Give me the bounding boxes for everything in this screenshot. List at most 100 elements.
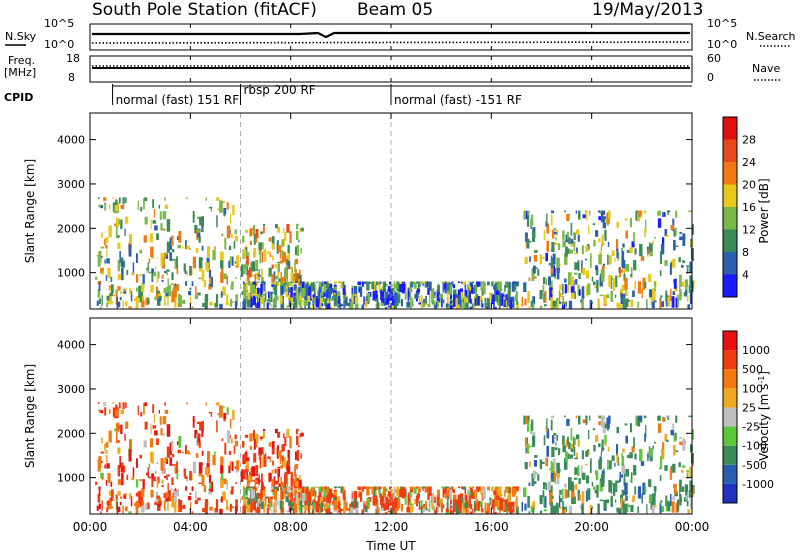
echo-cell bbox=[531, 419, 534, 431]
echo-cell bbox=[475, 294, 478, 300]
echo-cell bbox=[608, 415, 611, 424]
freq-label-1: Freq. bbox=[8, 54, 35, 67]
echo-cell bbox=[191, 268, 193, 276]
echo-cell bbox=[171, 259, 175, 261]
echo-cell bbox=[545, 252, 548, 262]
echo-cell bbox=[556, 462, 560, 476]
echo-cell bbox=[283, 486, 286, 488]
echo-cell bbox=[409, 486, 414, 490]
echo-cell bbox=[259, 251, 261, 264]
echo-cell bbox=[500, 498, 503, 511]
echo-cell bbox=[618, 303, 622, 309]
echo-cell bbox=[673, 435, 676, 442]
echo-cell bbox=[423, 503, 425, 507]
echo-cell bbox=[550, 419, 553, 431]
echo-cell bbox=[106, 302, 109, 308]
echo-cell bbox=[313, 489, 316, 503]
echo-cell bbox=[337, 291, 341, 301]
echo-cell bbox=[140, 412, 142, 417]
echo-cell bbox=[462, 281, 466, 285]
echo-cell bbox=[381, 502, 385, 509]
echo-cell bbox=[570, 276, 574, 287]
colorbar-tick-label: 28 bbox=[742, 134, 756, 147]
echo-cell bbox=[264, 292, 267, 302]
echo-cell bbox=[263, 297, 266, 308]
echo-cell bbox=[396, 294, 399, 306]
echo-cell bbox=[247, 498, 251, 505]
echo-cell bbox=[250, 487, 254, 499]
echo-cell bbox=[640, 256, 645, 261]
echo-cell bbox=[279, 456, 282, 464]
echo-cell bbox=[269, 293, 273, 302]
echo-cell bbox=[527, 290, 530, 303]
echo-cell bbox=[418, 486, 423, 489]
echo-cell bbox=[257, 492, 260, 499]
echo-cell bbox=[620, 292, 623, 303]
echo-cell bbox=[630, 274, 633, 277]
echo-cell bbox=[284, 232, 287, 241]
echo-cell bbox=[621, 284, 625, 291]
echo-cell bbox=[525, 415, 528, 425]
echo-cell bbox=[346, 303, 350, 306]
echo-cell bbox=[575, 210, 577, 214]
echo-cell bbox=[320, 297, 323, 308]
echo-cell bbox=[611, 455, 615, 461]
echo-cell bbox=[243, 248, 247, 259]
echo-cell bbox=[503, 497, 505, 508]
colorbar-swatch bbox=[723, 117, 737, 140]
echo-cell bbox=[306, 295, 311, 302]
echo-cell bbox=[249, 240, 252, 245]
y-tick-label: 3000 bbox=[57, 178, 85, 191]
echo-cell bbox=[546, 213, 548, 224]
nsearch-tick-top: 10^5 bbox=[707, 17, 737, 30]
echo-cell bbox=[243, 283, 247, 295]
echo-cell bbox=[298, 497, 300, 510]
echo-cell bbox=[545, 426, 548, 432]
echo-cell bbox=[546, 418, 548, 429]
echo-cell bbox=[678, 257, 681, 263]
echo-cell bbox=[558, 495, 561, 508]
echo-cell bbox=[404, 291, 407, 300]
echo-cell bbox=[156, 480, 159, 488]
y-tick-label: 1000 bbox=[57, 472, 85, 485]
echo-cell bbox=[340, 486, 343, 494]
colorbar-tick-label: 25 bbox=[742, 401, 756, 414]
echo-cell bbox=[286, 461, 289, 464]
echo-cell bbox=[550, 502, 554, 514]
echo-cell bbox=[603, 468, 606, 471]
echo-cell bbox=[107, 268, 111, 278]
echo-cell bbox=[516, 496, 518, 500]
echo-cell bbox=[581, 450, 584, 460]
echo-cell bbox=[334, 499, 337, 511]
echo-cell bbox=[679, 490, 681, 496]
echo-cell bbox=[662, 212, 664, 216]
echo-cell bbox=[327, 302, 331, 309]
echo-cell bbox=[621, 251, 625, 261]
echo-cell bbox=[260, 489, 263, 498]
echo-cell bbox=[185, 281, 187, 286]
echo-cell bbox=[194, 224, 198, 234]
echo-cell bbox=[268, 442, 272, 447]
echo-cell bbox=[257, 497, 259, 507]
echo-cell bbox=[263, 486, 266, 489]
echo-cell bbox=[527, 215, 530, 227]
echo-cell bbox=[568, 272, 572, 285]
echo-cell bbox=[399, 488, 403, 498]
echo-cell bbox=[453, 294, 456, 307]
echo-cell bbox=[476, 499, 479, 511]
echo-cell bbox=[565, 506, 567, 512]
echo-cell bbox=[447, 284, 450, 295]
echo-cell bbox=[109, 286, 112, 292]
x-tick-label: 00:00 bbox=[73, 520, 108, 534]
echo-cell bbox=[117, 274, 122, 280]
echo-cell bbox=[540, 510, 543, 514]
echo-cell bbox=[608, 255, 612, 265]
echo-cell bbox=[310, 299, 312, 301]
echo-cell bbox=[171, 440, 174, 451]
echo-cell bbox=[246, 266, 248, 276]
echo-cell bbox=[290, 486, 293, 488]
echo-cell bbox=[372, 291, 377, 301]
echo-cell bbox=[649, 243, 653, 252]
echo-cell bbox=[129, 439, 132, 452]
